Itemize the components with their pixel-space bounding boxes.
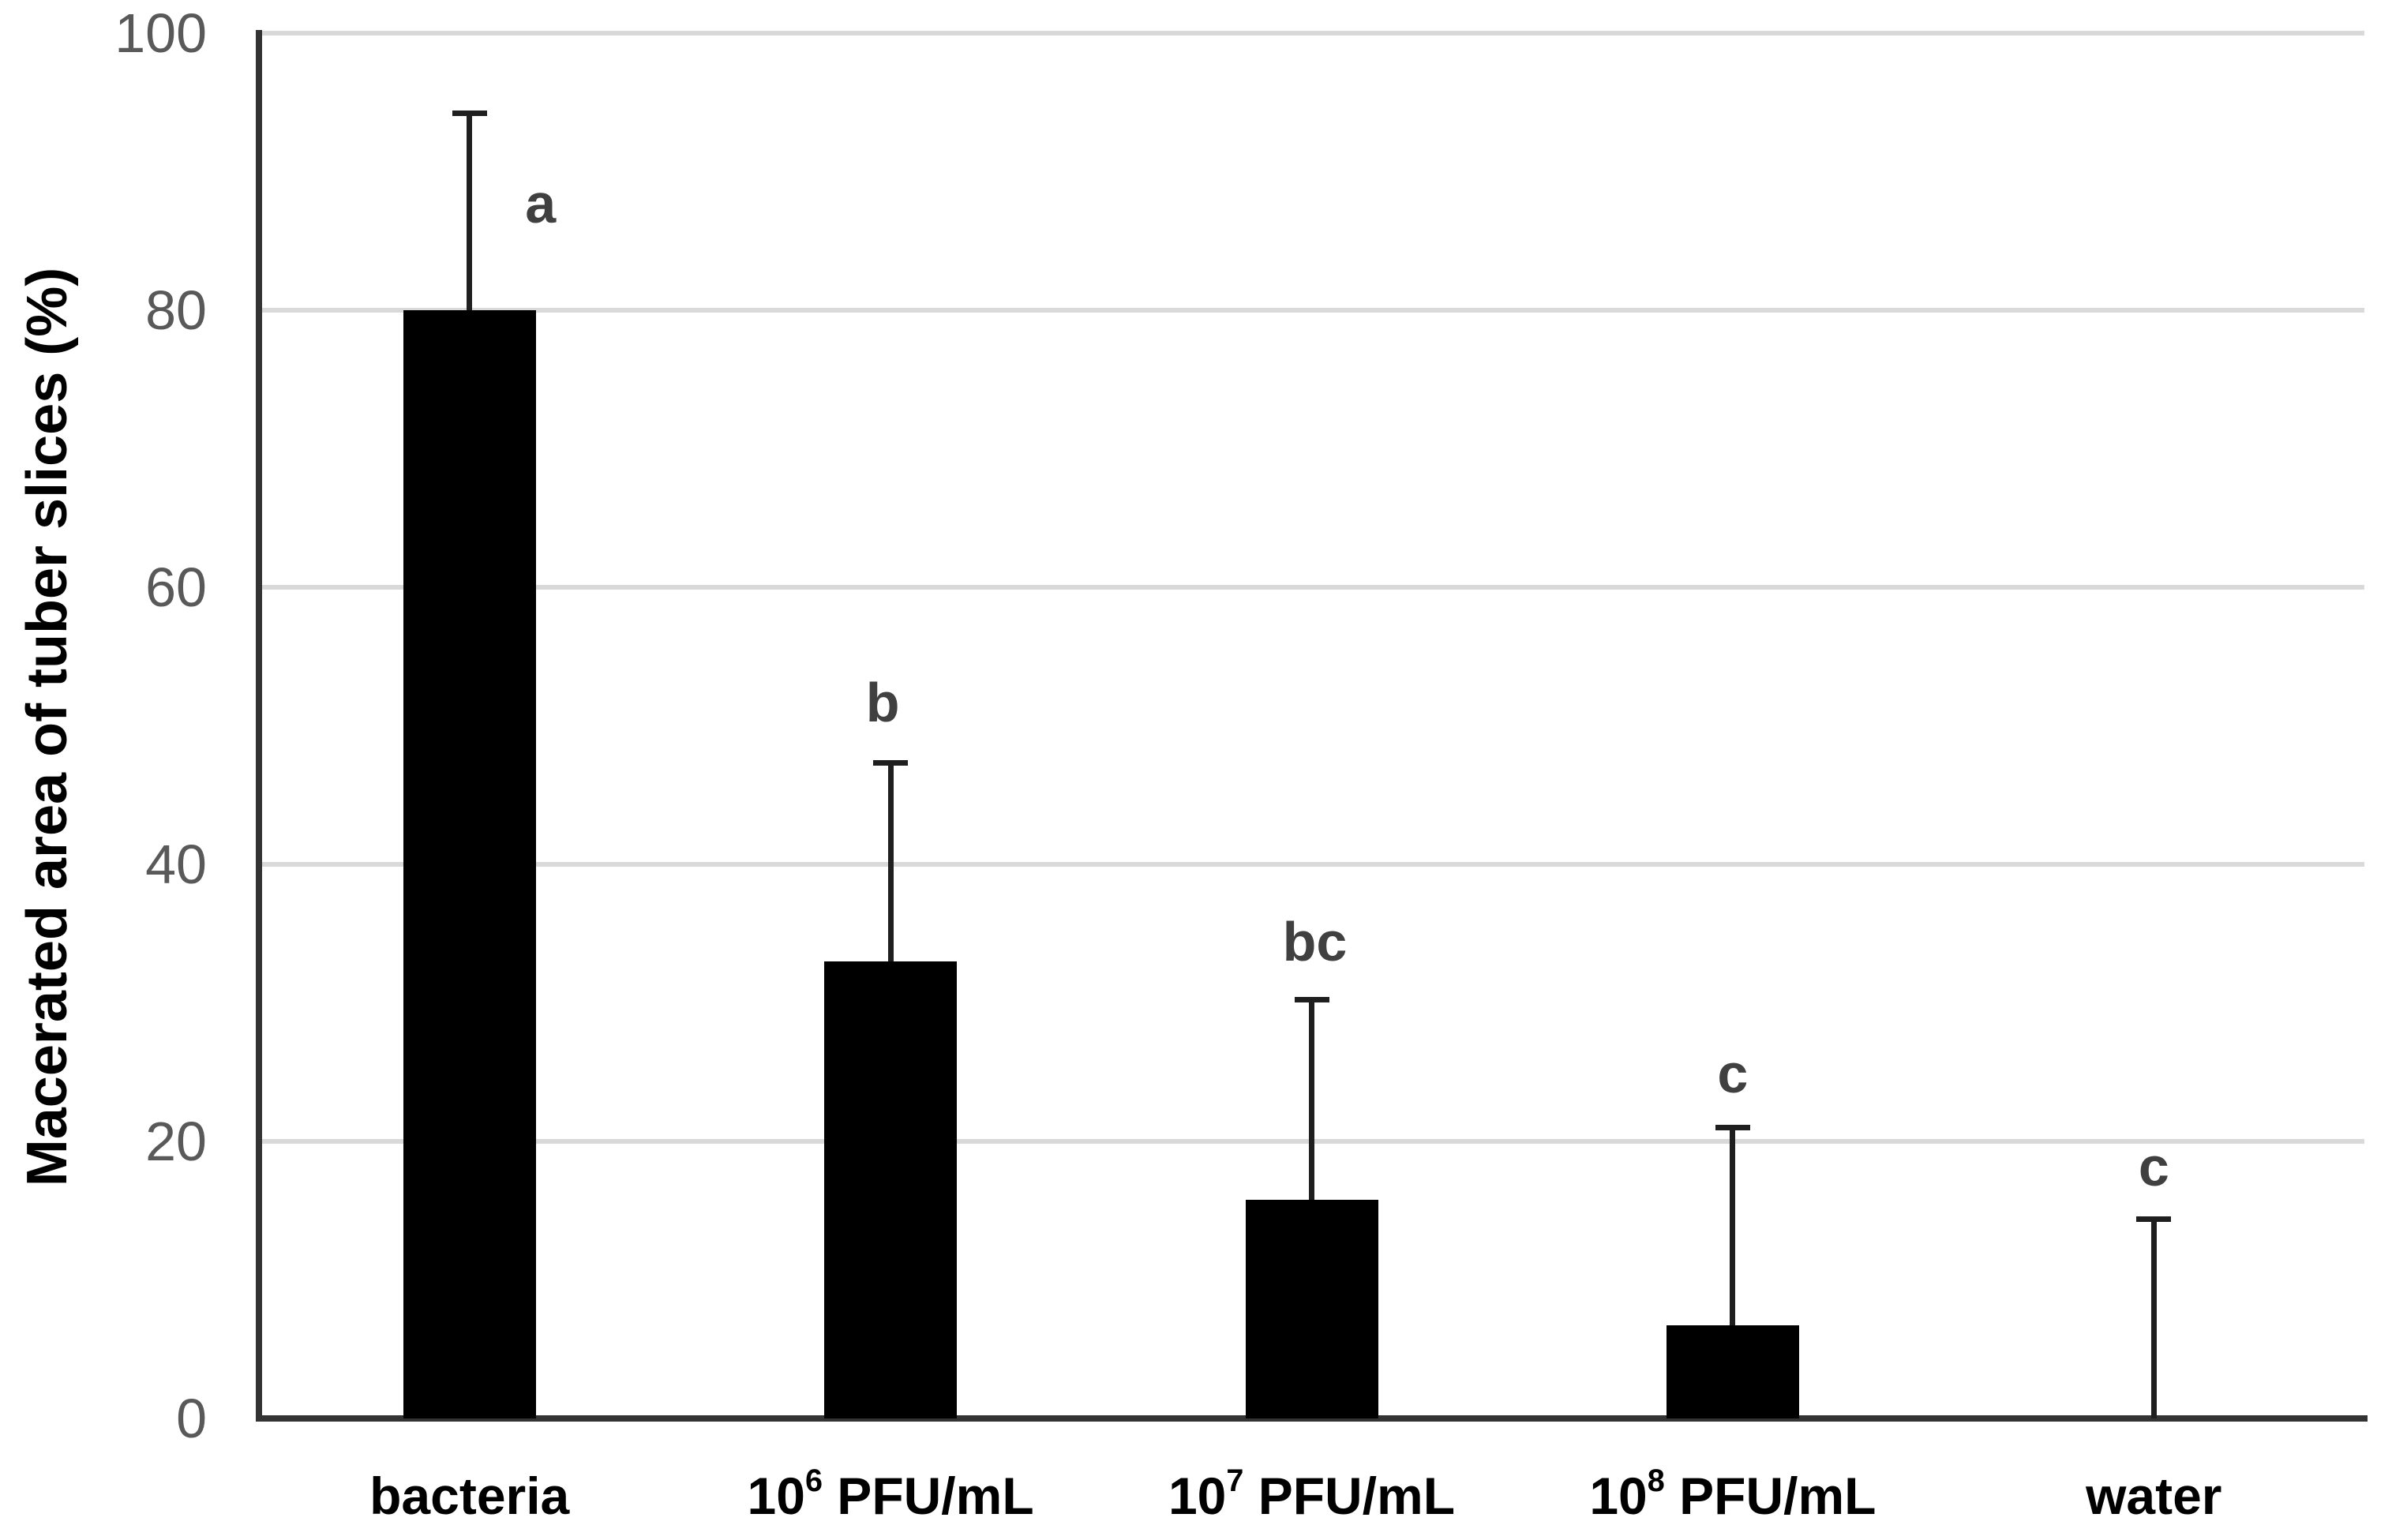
error-bar-cap (873, 760, 909, 766)
y-tick-label: 100 (114, 2, 207, 64)
x-axis-label: water (2086, 1467, 2222, 1525)
error-bar-line (2150, 1219, 2157, 1418)
gridline (259, 308, 2364, 313)
error-bar-line (1730, 1127, 1736, 1326)
error-bar-cap (1294, 997, 1329, 1003)
sig-letter: b (865, 671, 900, 733)
error-bar-cap (2136, 1216, 2172, 1222)
y-tick-label: 20 (145, 1111, 207, 1172)
y-tick-label: 0 (176, 1388, 207, 1449)
x-axis-label: 107 PFU/mL (1102, 1463, 1522, 1527)
error-bar-cap (452, 111, 487, 117)
x-axis-label: 108 PFU/mL (1523, 1463, 1943, 1527)
gridline (259, 31, 2364, 36)
error-bar-line (887, 763, 894, 961)
gridline (259, 862, 2364, 867)
bar (1245, 1199, 1378, 1418)
bar (1666, 1325, 1799, 1418)
sig-letter: c (1717, 1043, 1749, 1104)
x-label-unit: PFU/mL (822, 1467, 1034, 1525)
x-label-base: 10 (747, 1467, 805, 1525)
x-label-superscript: 7 (1226, 1463, 1244, 1499)
x-label-base: 10 (1589, 1467, 1648, 1525)
gridline (259, 585, 2364, 590)
x-label-superscript: 6 (804, 1463, 823, 1499)
error-bar-line (1309, 999, 1314, 1200)
x-label-base: 10 (1168, 1467, 1227, 1525)
sig-letter: bc (1282, 911, 1348, 973)
bar (824, 961, 958, 1418)
x-label-superscript: 8 (1647, 1463, 1665, 1499)
x-label-unit: PFU/mL (1664, 1467, 1876, 1525)
x-axis-label: 106 PFU/mL (680, 1463, 1100, 1527)
x-label-unit: PFU/mL (1243, 1467, 1456, 1525)
sig-letter: c (2138, 1135, 2169, 1197)
y-axis-line (256, 30, 262, 1422)
sig-letter: a (525, 172, 557, 234)
error-bar-cap (1715, 1124, 1750, 1130)
error-bar-line (467, 113, 473, 310)
bar (403, 310, 536, 1418)
x-axis-label: bacteria (369, 1467, 570, 1525)
y-tick-label: 40 (145, 834, 207, 895)
x-axis-line (256, 1415, 2368, 1422)
y-tick-label: 60 (145, 556, 207, 618)
y-tick-label: 80 (145, 279, 207, 341)
